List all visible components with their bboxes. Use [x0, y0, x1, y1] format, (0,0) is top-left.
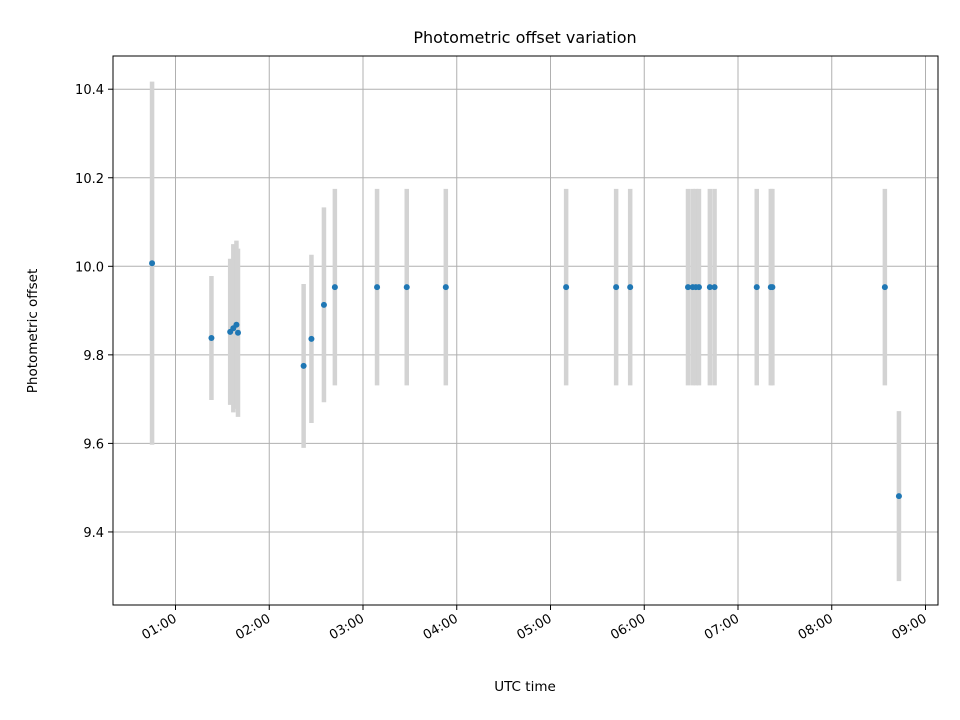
plot-frame [112, 55, 939, 606]
y-tick-label: 10.0 [75, 260, 104, 275]
chart-title: Photometric offset variation [413, 28, 636, 47]
data-point [331, 284, 338, 291]
data-point [235, 329, 241, 336]
y-tick-label: 9.4 [83, 526, 104, 541]
data-point [881, 284, 888, 291]
data-point [895, 493, 902, 500]
data-point [403, 284, 410, 291]
y-axis-label: Photometric offset [25, 269, 41, 393]
y-tick-label: 9.8 [83, 349, 104, 364]
x-axis-label: UTC time [494, 679, 556, 695]
data-point [627, 284, 634, 291]
data-point [563, 284, 570, 291]
data-point [753, 284, 760, 291]
y-tick-label: 9.6 [83, 437, 104, 452]
grid [113, 56, 938, 605]
data-point [613, 284, 620, 291]
data-point [442, 284, 449, 291]
y-tick-label: 10.2 [75, 172, 104, 187]
data-point [320, 301, 327, 308]
data-point [149, 260, 156, 267]
data-points [149, 260, 902, 500]
data-point [208, 335, 215, 342]
data-point [308, 335, 315, 342]
data-point [374, 284, 381, 291]
data-point [233, 321, 240, 328]
y-axis-ticks: 9.4 9.6 9.8 10.0 10.2 10.4 [75, 83, 113, 541]
data-point [711, 284, 718, 291]
data-point [695, 284, 702, 291]
data-point [300, 362, 307, 369]
data-point [706, 284, 713, 291]
y-tick-label: 10.4 [75, 83, 104, 98]
data-point [769, 284, 776, 291]
data-point [685, 284, 691, 291]
